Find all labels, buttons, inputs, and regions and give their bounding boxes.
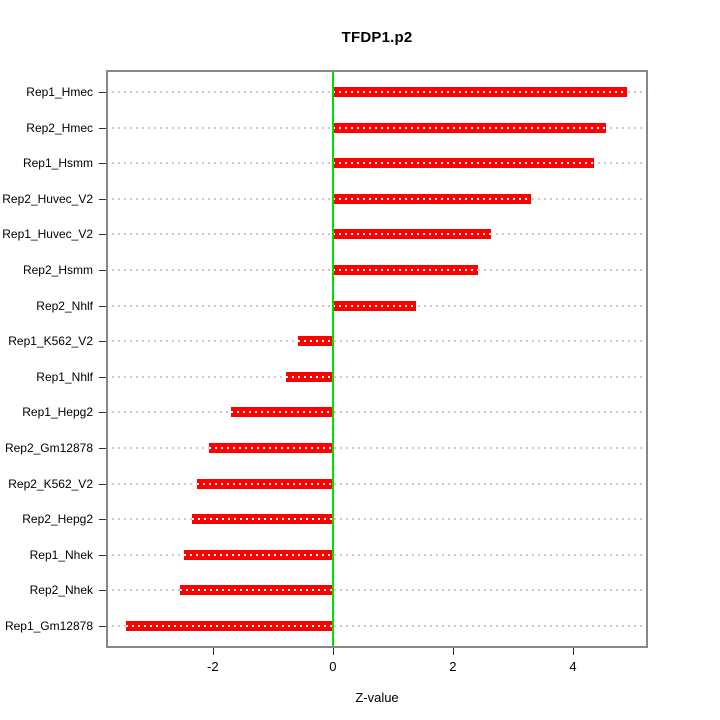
x-axis-title: Z-value xyxy=(355,690,399,705)
y-axis-label: Rep1_Nhlf xyxy=(36,369,93,384)
bar-inner-dash xyxy=(332,91,627,93)
bar-inner-dash xyxy=(125,625,333,627)
y-tick-mark xyxy=(99,376,106,378)
x-tick-label: 0 xyxy=(329,659,337,674)
y-axis-label: Rep1_Huvec_V2 xyxy=(2,227,93,242)
y-tick-mark xyxy=(99,163,106,165)
zero-reference-line xyxy=(331,70,334,648)
y-axis-label: Rep2_Huvec_V2 xyxy=(2,191,93,206)
y-axis-label: Rep1_Hepg2 xyxy=(22,405,93,420)
x-tick-mark xyxy=(452,648,454,655)
y-tick-mark xyxy=(99,234,106,236)
bar-inner-dash xyxy=(332,126,606,129)
bar-inner-dash xyxy=(208,447,333,449)
row-gridline xyxy=(106,340,648,343)
y-tick-mark xyxy=(99,127,106,129)
bar-inner-dash xyxy=(332,269,479,271)
y-tick-mark xyxy=(99,92,106,93)
x-tick-mark xyxy=(332,648,334,655)
bar-inner-dash xyxy=(184,553,333,556)
bar-inner-dash xyxy=(196,482,333,485)
row-gridline xyxy=(106,375,648,378)
y-tick-mark xyxy=(99,270,106,271)
y-tick-mark xyxy=(99,590,106,592)
y-tick-mark xyxy=(99,341,106,343)
row-gridline xyxy=(106,553,648,556)
bar-inner-dash xyxy=(332,197,531,200)
y-axis-label: Rep1_Hmec xyxy=(26,85,93,99)
y-axis-label: Rep1_Nhek xyxy=(29,547,93,562)
y-tick-mark xyxy=(99,554,106,556)
x-tick-label: 2 xyxy=(449,659,457,674)
y-tick-mark xyxy=(99,483,106,485)
y-axis-label: Rep2_K562_V2 xyxy=(8,476,93,491)
y-axis-label: Rep2_Nhlf xyxy=(36,298,93,313)
bar-inner-dash xyxy=(332,304,416,307)
y-axis-label: Rep2_Hmec xyxy=(26,120,93,135)
row-gridline xyxy=(106,589,648,592)
y-axis-label: Rep1_Gm12878 xyxy=(4,619,93,633)
y-tick-mark xyxy=(99,198,106,200)
x-tick-mark xyxy=(212,648,214,655)
row-gridline xyxy=(106,518,648,521)
y-tick-mark xyxy=(99,305,106,307)
plot-area xyxy=(106,70,648,648)
y-axis-label: Rep1_K562_V2 xyxy=(8,334,93,349)
y-axis-label: Rep2_Hepg2 xyxy=(22,512,93,527)
y-tick-mark xyxy=(99,448,106,449)
bar-inner-dash xyxy=(230,411,333,414)
row-gridline xyxy=(106,625,648,627)
x-tick-label: 4 xyxy=(569,659,577,674)
y-tick-mark xyxy=(99,519,106,521)
bar-inner-dash xyxy=(179,589,333,592)
row-gridline xyxy=(106,411,648,414)
y-tick-mark xyxy=(99,626,106,627)
x-tick-label: -2 xyxy=(207,659,219,674)
y-axis-label: Rep1_Hsmm xyxy=(22,156,93,171)
chart-title: TFDP1.p2 xyxy=(341,29,413,46)
y-axis-label: Rep2_Nhek xyxy=(29,583,93,598)
row-gridline xyxy=(106,482,648,485)
y-axis-label: Rep2_Hsmm xyxy=(22,263,93,277)
bar-inner-dash xyxy=(298,340,333,343)
x-tick-mark xyxy=(572,648,574,655)
row-gridline xyxy=(106,447,648,449)
bar-inner-dash xyxy=(332,162,594,165)
bar-inner-dash xyxy=(332,233,491,236)
y-axis-label: Rep2_Gm12878 xyxy=(4,441,93,455)
bar-inner-dash xyxy=(286,375,333,378)
y-tick-mark xyxy=(99,412,106,414)
bar-inner-dash xyxy=(191,518,333,521)
